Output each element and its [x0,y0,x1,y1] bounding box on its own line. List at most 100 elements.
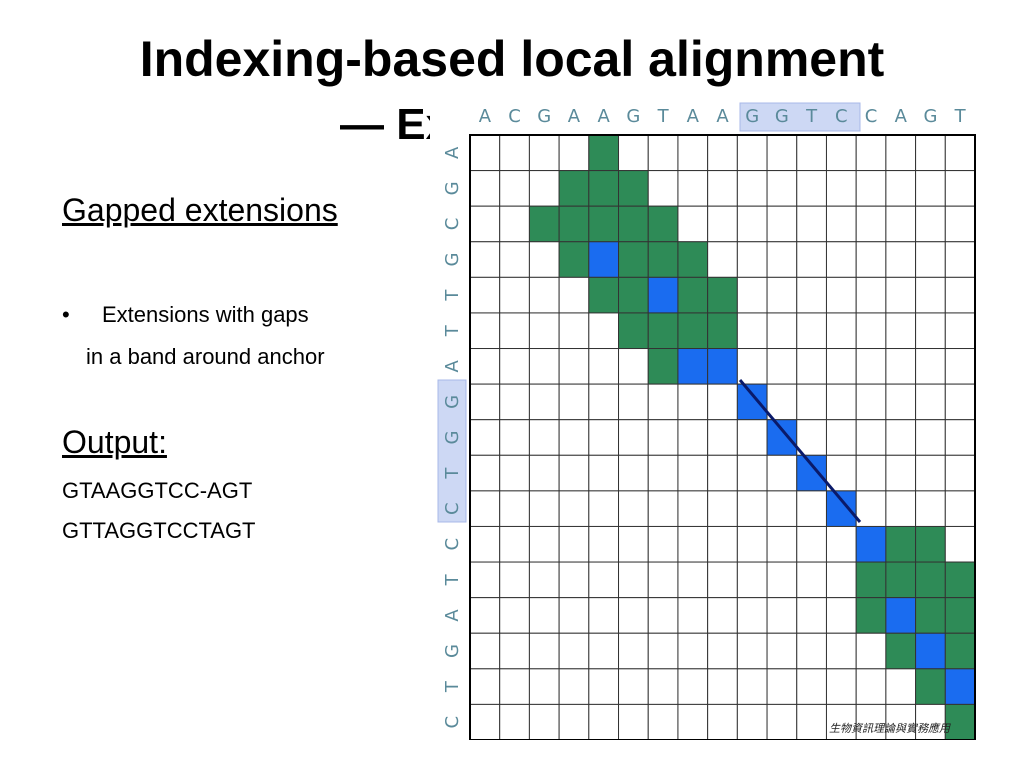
top-letter: G [626,106,640,127]
matrix-cell [499,703,530,740]
matrix-cell [558,561,590,599]
matrix-cell [796,312,827,350]
left-letter: G [442,395,463,409]
matrix-cell [499,170,530,207]
matrix-cell [825,276,857,314]
matrix-cell [528,134,560,172]
matrix-cell [944,276,976,314]
matrix-cell [736,525,768,563]
matrix-cell [499,597,530,634]
matrix-cell [885,276,917,314]
matrix-cell [528,383,560,421]
matrix-cell [469,525,501,563]
matrix-cell [915,490,946,527]
matrix-cell [796,490,827,527]
matrix-cell [528,703,560,740]
matrix-cell [618,419,649,456]
matrix-cell [766,703,798,740]
matrix-cell [796,170,827,207]
matrix-cell [588,632,620,670]
matrix-cell [647,348,679,385]
matrix-cell [707,597,738,634]
matrix-cell [677,276,709,314]
matrix-cell [796,276,827,314]
matrix-cell [855,205,887,243]
matrix-cell [855,170,887,207]
matrix-cell [855,419,887,456]
matrix-cell [766,525,798,563]
matrix-cell [915,668,946,705]
matrix-cell [736,276,768,314]
matrix-cell [707,348,738,385]
matrix-cell [677,703,709,740]
matrix-cell [647,134,679,172]
matrix-cell [825,241,857,278]
matrix-cell [499,276,530,314]
left-letter: C [442,502,463,515]
matrix-cell [677,241,709,278]
output-line: GTTAGGTCCTAGT [62,518,256,543]
top-letter: A [687,106,700,127]
matrix-cell [796,454,827,492]
matrix-cell [618,348,649,385]
top-letter: G [923,106,937,127]
matrix-cell [915,134,946,172]
matrix-cell [855,312,887,350]
matrix-cell [558,312,590,350]
matrix-cell [766,348,798,385]
matrix-cell [618,632,649,670]
matrix-cell [766,490,798,527]
matrix-cell [796,348,827,385]
matrix-cell [588,703,620,740]
matrix-cell [885,454,917,492]
matrix-cell [796,525,827,563]
matrix-cell [915,276,946,314]
matrix-cell [618,276,649,314]
matrix-cell [469,703,501,740]
matrix-cell [647,454,679,492]
matrix-cell [825,668,857,705]
matrix-cell [915,703,946,740]
matrix-cell [766,134,798,172]
matrix-cell [825,597,857,634]
matrix-cell [766,205,798,243]
matrix-cell [558,490,590,527]
matrix-cell [469,241,501,278]
left-letter: G [442,181,463,195]
matrix-cell [588,276,620,314]
matrix-cell [528,241,560,278]
matrix-cell [707,668,738,705]
top-letter: T [657,106,670,127]
matrix-cell [944,241,976,278]
matrix-cell [618,312,649,350]
top-letter: T [954,106,967,127]
matrix-cell [469,276,501,314]
matrix-cell [588,454,620,492]
slide-title: Indexing-based local alignment [139,31,885,87]
matrix-cell [677,597,709,634]
matrix-cell [647,632,679,670]
top-letter: A [479,106,492,127]
matrix-cell [469,134,501,172]
matrix-cell [499,668,530,705]
matrix-cell [825,632,857,670]
matrix-cell [528,170,560,207]
matrix-cell [677,312,709,350]
matrix-cell [528,597,560,634]
matrix-cell [736,632,768,670]
matrix-cell [499,525,530,563]
matrix-cell [915,525,946,563]
matrix-cell [707,703,738,740]
matrix-cell [528,454,560,492]
matrix-cell [736,241,768,278]
matrix-cell [707,241,738,278]
anchor-diagonal [738,379,862,523]
matrix-cell [588,668,620,705]
matrix-cell [766,276,798,314]
watermark: 生物資訊理論與實務應用 [829,722,951,735]
matrix-cell [825,348,857,385]
matrix-cell [499,241,530,278]
matrix-cell [469,383,501,421]
matrix-cell [499,348,530,385]
matrix-cell [885,632,917,670]
